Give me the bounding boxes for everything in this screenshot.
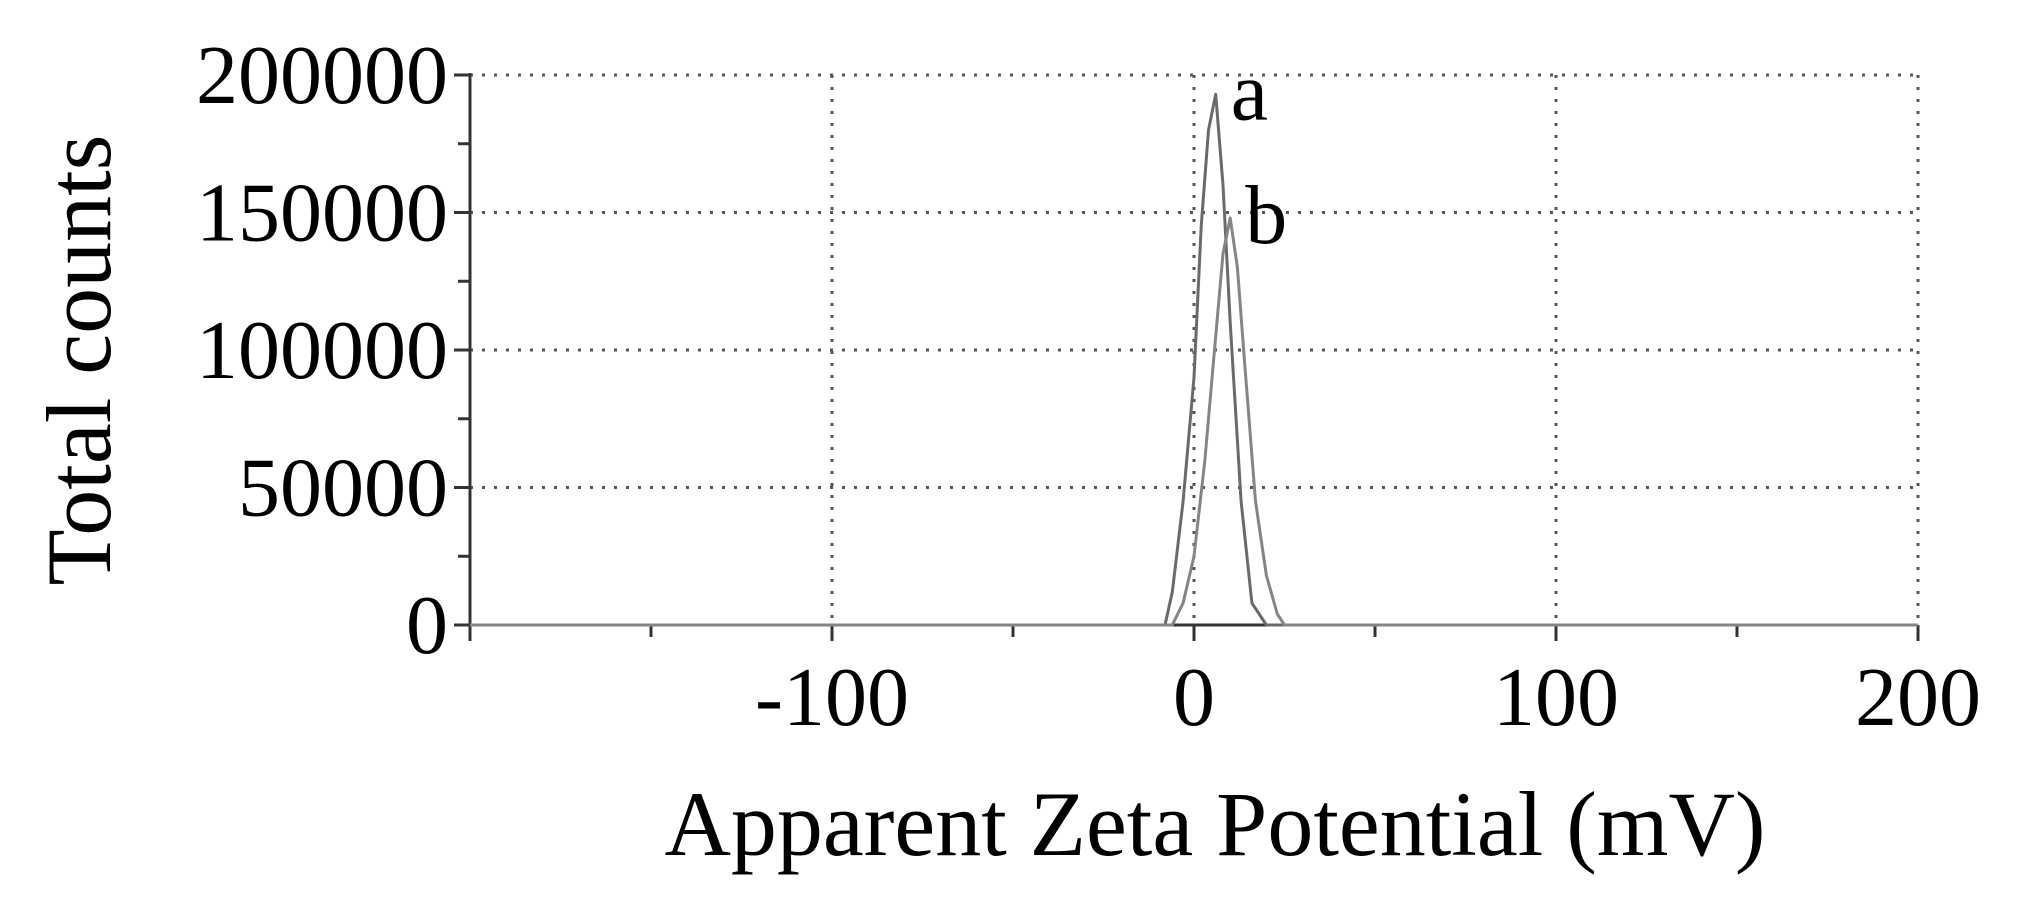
series-lines bbox=[470, 92, 1918, 627]
series-line-a bbox=[470, 92, 1918, 627]
series-line-b bbox=[470, 216, 1918, 627]
peak-labels: ab bbox=[1231, 45, 1287, 262]
y-axis-label: Total counts bbox=[28, 135, 130, 586]
y-tick-label: 100000 bbox=[196, 304, 448, 397]
x-axis-label: Apparent Zeta Potential (mV) bbox=[664, 773, 1765, 875]
y-tick-label: 50000 bbox=[238, 442, 448, 535]
x-tick-label: 0 bbox=[1173, 651, 1215, 744]
tick-labels: 0 50000 100000 150000 200000 -100 0 100 200 bbox=[196, 29, 1981, 744]
y-tick-label: 200000 bbox=[196, 29, 448, 122]
x-tick-label: -100 bbox=[755, 651, 909, 744]
y-tick-label: 150000 bbox=[196, 167, 448, 260]
axes bbox=[454, 73, 1920, 641]
x-tick-label: 100 bbox=[1493, 651, 1619, 744]
grid bbox=[470, 73, 1920, 625]
y-tick-label: 0 bbox=[406, 579, 448, 672]
peak-label-b: b bbox=[1245, 169, 1287, 262]
x-tick-label: 200 bbox=[1855, 651, 1981, 744]
peak-label-a: a bbox=[1231, 45, 1268, 138]
